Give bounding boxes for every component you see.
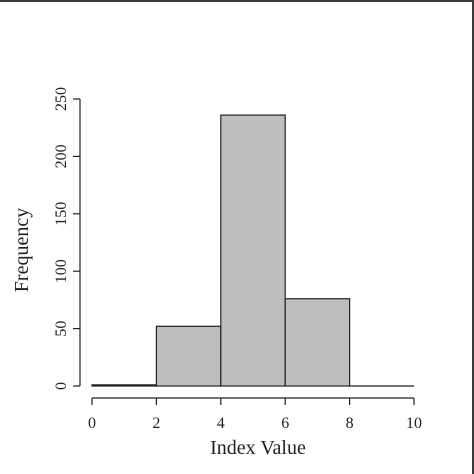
y-axis: 0 50 100 150 200 250: [53, 87, 81, 390]
histogram-bar: [91, 384, 158, 387]
histogram-bar: [155, 325, 222, 387]
x-tick-label: 0: [88, 415, 96, 432]
x-axis-title: Index Value: [210, 437, 306, 459]
x-tick-label: 2: [152, 415, 160, 432]
y-tick-label: 250: [53, 87, 70, 111]
x-tick-label: 10: [406, 415, 422, 432]
y-tick-label: 200: [53, 144, 70, 168]
x-axis: 0 2 4 6 8 10: [88, 397, 422, 432]
x-tick-label: 8: [346, 415, 354, 432]
x-tick-label: 4: [217, 415, 225, 432]
y-tick-label: 0: [53, 382, 70, 390]
top-border-line: [0, 0, 474, 2]
histogram-bar: [220, 114, 286, 387]
y-tick-label: 100: [53, 259, 70, 283]
histogram-bars: [91, 114, 414, 387]
histogram-bar: [284, 298, 351, 387]
right-border-line: [472, 0, 474, 474]
y-tick-label: 150: [53, 202, 70, 226]
y-tick-label: 50: [53, 321, 70, 337]
x-tick-label: 6: [281, 415, 289, 432]
y-axis-title: Frequency: [11, 208, 33, 292]
